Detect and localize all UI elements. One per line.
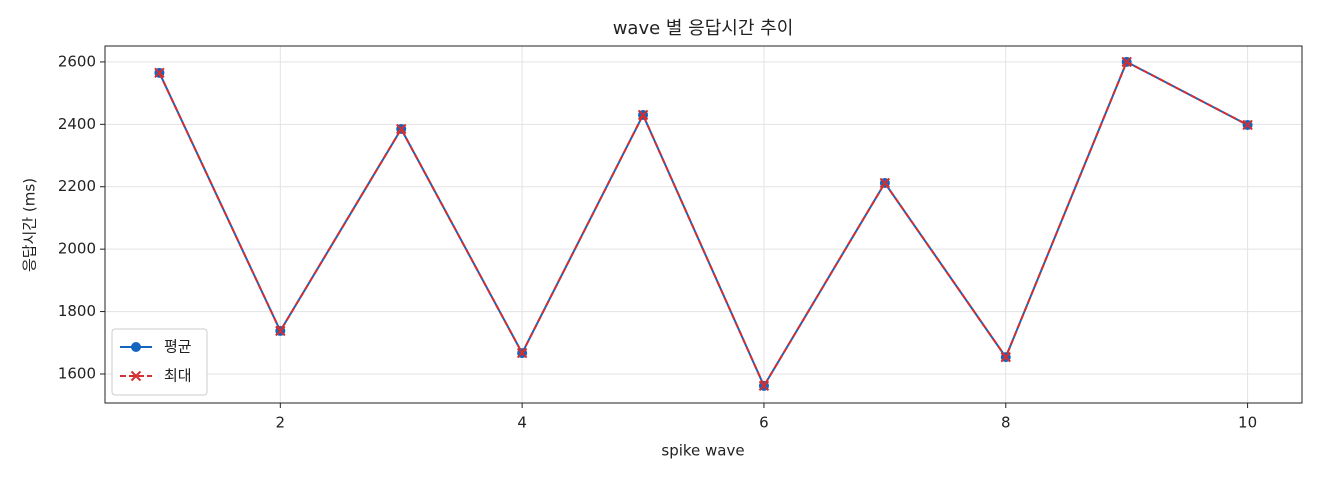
y-tick-label: 2600 [58,52,96,70]
data-point [1121,56,1132,68]
data-point [396,123,407,135]
legend-label: 최대 [164,367,192,385]
y-tick-label: 2000 [58,240,96,258]
data-point [1000,351,1011,363]
data-point [758,380,770,392]
data-point [275,325,286,337]
x-tick-label: 4 [517,414,527,432]
series-line [158,60,1249,389]
x-tick-label: 10 [1238,414,1257,432]
x-tick-label: 8 [1001,414,1011,432]
y-axis-label: 응답시간 (ms) [21,178,39,272]
y-tick-label: 1600 [58,364,96,382]
x-tick-label: 6 [759,414,769,432]
y-tick-label: 2200 [58,177,96,195]
legend-box [111,328,208,396]
legend-marker [130,370,142,382]
data-point [637,109,649,121]
data-point [879,177,891,189]
data-point [1242,119,1253,131]
data-point [516,347,528,359]
legend-marker [131,342,141,352]
legend-label: 평균 [164,338,192,356]
y-tick-label: 1800 [58,302,96,320]
x-axis-label: spike wave [661,442,744,460]
x-tick-label: 2 [276,414,286,432]
plot-frame [104,45,1303,404]
data-point [154,67,165,79]
chart-title: wave 별 응답시간 추이 [613,18,794,39]
series-line [158,60,1249,389]
y-tick-label: 2400 [58,115,96,133]
